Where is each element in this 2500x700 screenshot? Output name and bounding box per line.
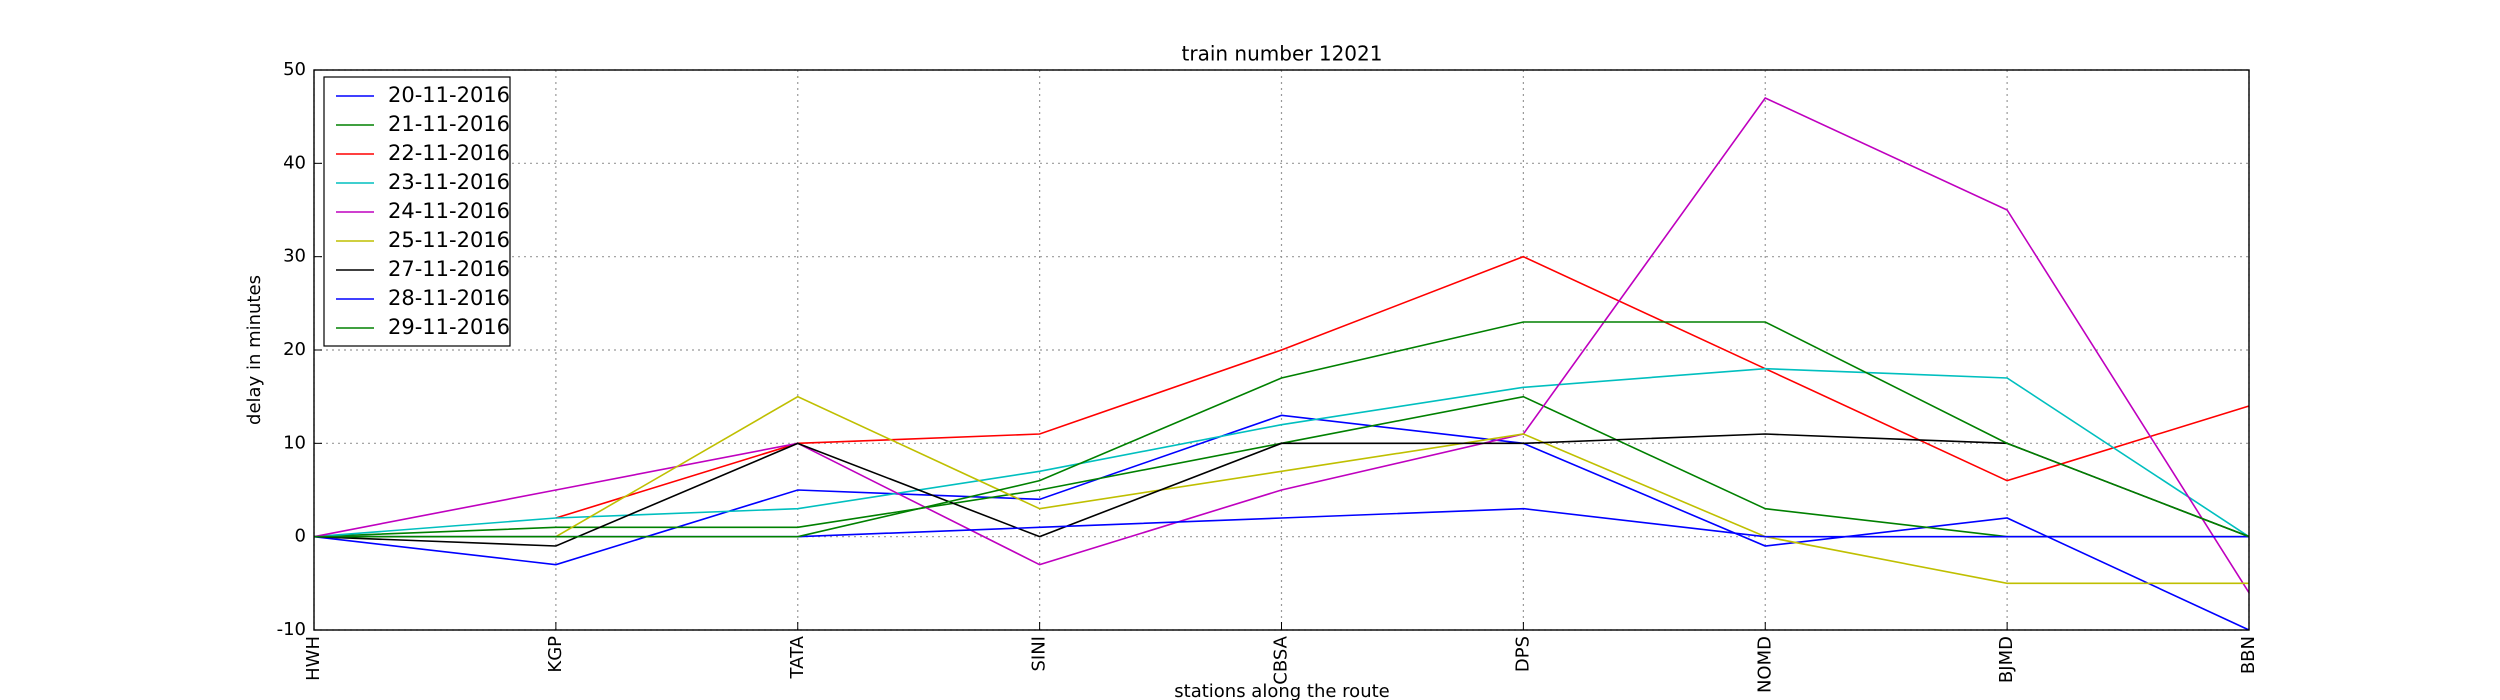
legend-label: 24-11-2016 (388, 199, 510, 223)
legend-label: 29-11-2016 (388, 315, 510, 339)
legend-label: 28-11-2016 (388, 286, 510, 310)
y-tick-label: 40 (283, 152, 306, 173)
y-axis-label: delay in minutes (244, 275, 265, 425)
y-tick-label: 10 (283, 432, 306, 453)
series-line (314, 321, 2250, 538)
legend-label: 21-11-2016 (388, 112, 510, 136)
legend-label: 25-11-2016 (388, 228, 510, 252)
series-line (314, 395, 2249, 585)
x-tick-label: DPS (1512, 636, 1533, 672)
legend-label: 22-11-2016 (388, 141, 510, 165)
series-line (313, 96, 2250, 594)
x-tick-label: BJMD (1996, 636, 2017, 683)
plot-frame (313, 69, 2250, 631)
legend-label: 23-11-2016 (388, 170, 510, 194)
series-line (313, 367, 2250, 538)
y-tick-label: 0 (295, 526, 306, 547)
x-tick-label: NOMD (1754, 636, 1775, 693)
legend-label: 27-11-2016 (388, 257, 510, 281)
y-tick-label: 20 (283, 339, 306, 360)
x-axis-label: stations along the route (1174, 681, 1389, 700)
legend-label: 20-11-2016 (388, 83, 510, 107)
x-tick-label: HWH (303, 636, 324, 681)
x-tick-label: CBSA (1271, 635, 1292, 684)
series-line (313, 433, 2250, 547)
x-tick-label: TATA (787, 635, 808, 679)
y-tick-label: -10 (277, 619, 306, 640)
y-tick-label: 50 (283, 59, 306, 80)
x-tick-label: BBN (2238, 636, 2259, 674)
y-tick-label: 30 (283, 246, 306, 267)
series-line (313, 414, 2250, 631)
x-tick-label: KGP (545, 636, 566, 673)
series-line (555, 255, 2250, 519)
x-tick-label: SINI (1029, 636, 1050, 672)
chart-title: train number 12021 (1182, 42, 1383, 66)
